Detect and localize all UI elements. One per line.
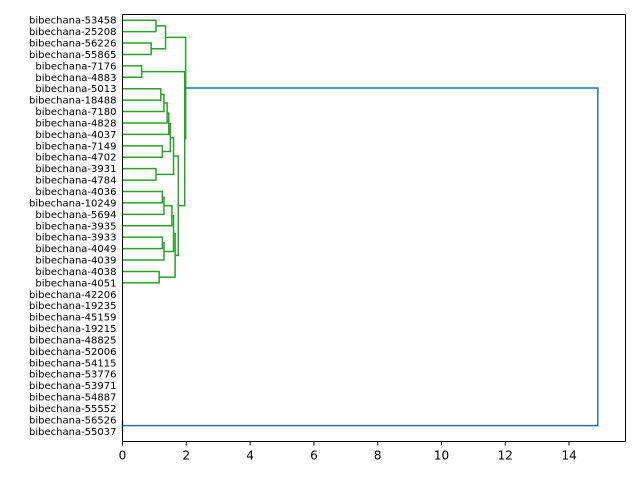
leaf-label: bibechana-7180 [35, 107, 116, 118]
leaf-label: bibechana-54887 [29, 393, 116, 404]
leaf-label: bibechana-3933 [35, 233, 116, 244]
leaf-label: bibechana-4036 [35, 187, 116, 198]
dendrogram-links [121, 19, 599, 432]
x-tick-label: 4 [246, 449, 254, 463]
leaf-label: bibechana-55552 [29, 404, 116, 415]
link-N [122, 196, 165, 216]
leaf-label: bibechana-53971 [29, 381, 116, 392]
leaf-label: bibechana-7149 [35, 141, 116, 152]
leaf-label: bibechana-53776 [29, 370, 116, 381]
leaf-labels: bibechana-53458bibechana-25208bibechana-… [29, 16, 116, 438]
leaf-label: bibechana-18488 [29, 96, 116, 107]
leaf-label: bibechana-5694 [35, 210, 116, 221]
leaf-label: bibechana-55865 [29, 50, 116, 61]
leaf-label: bibechana-19215 [29, 324, 116, 335]
leaf-label: bibechana-52006 [29, 347, 116, 358]
plot-frame [122, 14, 626, 442]
leaf-label: bibechana-7176 [35, 61, 116, 72]
leaf-label: bibechana-45159 [29, 313, 116, 324]
link-I [122, 145, 164, 158]
leaf-label: bibechana-4702 [35, 153, 116, 164]
leaf-label: bibechana-4784 [35, 176, 116, 187]
leaf-label: bibechana-48825 [29, 335, 116, 346]
link-T [159, 232, 176, 278]
x-tick-label: 6 [310, 449, 318, 463]
leaf-label: bibechana-56226 [29, 39, 116, 50]
x-tick-label: 14 [561, 449, 576, 463]
x-tick-label: 8 [374, 449, 382, 463]
leaf-label: bibechana-3931 [35, 164, 116, 175]
leaf-label: bibechana-10249 [29, 198, 116, 209]
leaf-label: bibechana-4038 [35, 267, 116, 278]
leaf-label: bibechana-4049 [35, 244, 116, 255]
leaf-label: bibechana-54115 [29, 358, 116, 369]
link-G [122, 102, 168, 124]
leaf-label: bibechana-53458 [29, 16, 116, 27]
link-Q [122, 242, 165, 261]
link-S [122, 270, 160, 284]
x-tick-label: 10 [434, 449, 449, 463]
leaf-label: bibechana-4883 [35, 73, 116, 84]
link-C [151, 25, 167, 50]
leaf-label: bibechana-42206 [29, 290, 116, 301]
link-D [122, 65, 143, 79]
leaf-label: bibechana-3935 [35, 221, 116, 232]
x-tick-label: 0 [119, 449, 127, 463]
leaf-label: bibechana-25208 [29, 27, 116, 38]
leaf-label: bibechana-4039 [35, 256, 116, 267]
link-K [122, 167, 157, 181]
link-Y [122, 87, 599, 427]
link-A [122, 19, 157, 33]
x-tick-label: 12 [498, 449, 513, 463]
leaf-label: bibechana-5013 [35, 84, 116, 95]
leaf-label: bibechana-4051 [35, 278, 116, 289]
leaf-label: bibechana-19235 [29, 301, 116, 312]
link-F [122, 93, 165, 113]
leaf-label: bibechana-4828 [35, 118, 116, 129]
link-E [122, 87, 162, 101]
leaf-label: bibechana-4037 [35, 130, 116, 141]
leaf-label: bibechana-56526 [29, 415, 116, 426]
link-P [122, 236, 164, 250]
x-tick-label: 2 [182, 449, 190, 463]
link-M [122, 190, 164, 204]
x-axis: 0 2 4 6 8 10 12 14 [119, 441, 577, 463]
leaf-label: bibechana-55037 [29, 427, 116, 438]
link-B [122, 42, 152, 56]
